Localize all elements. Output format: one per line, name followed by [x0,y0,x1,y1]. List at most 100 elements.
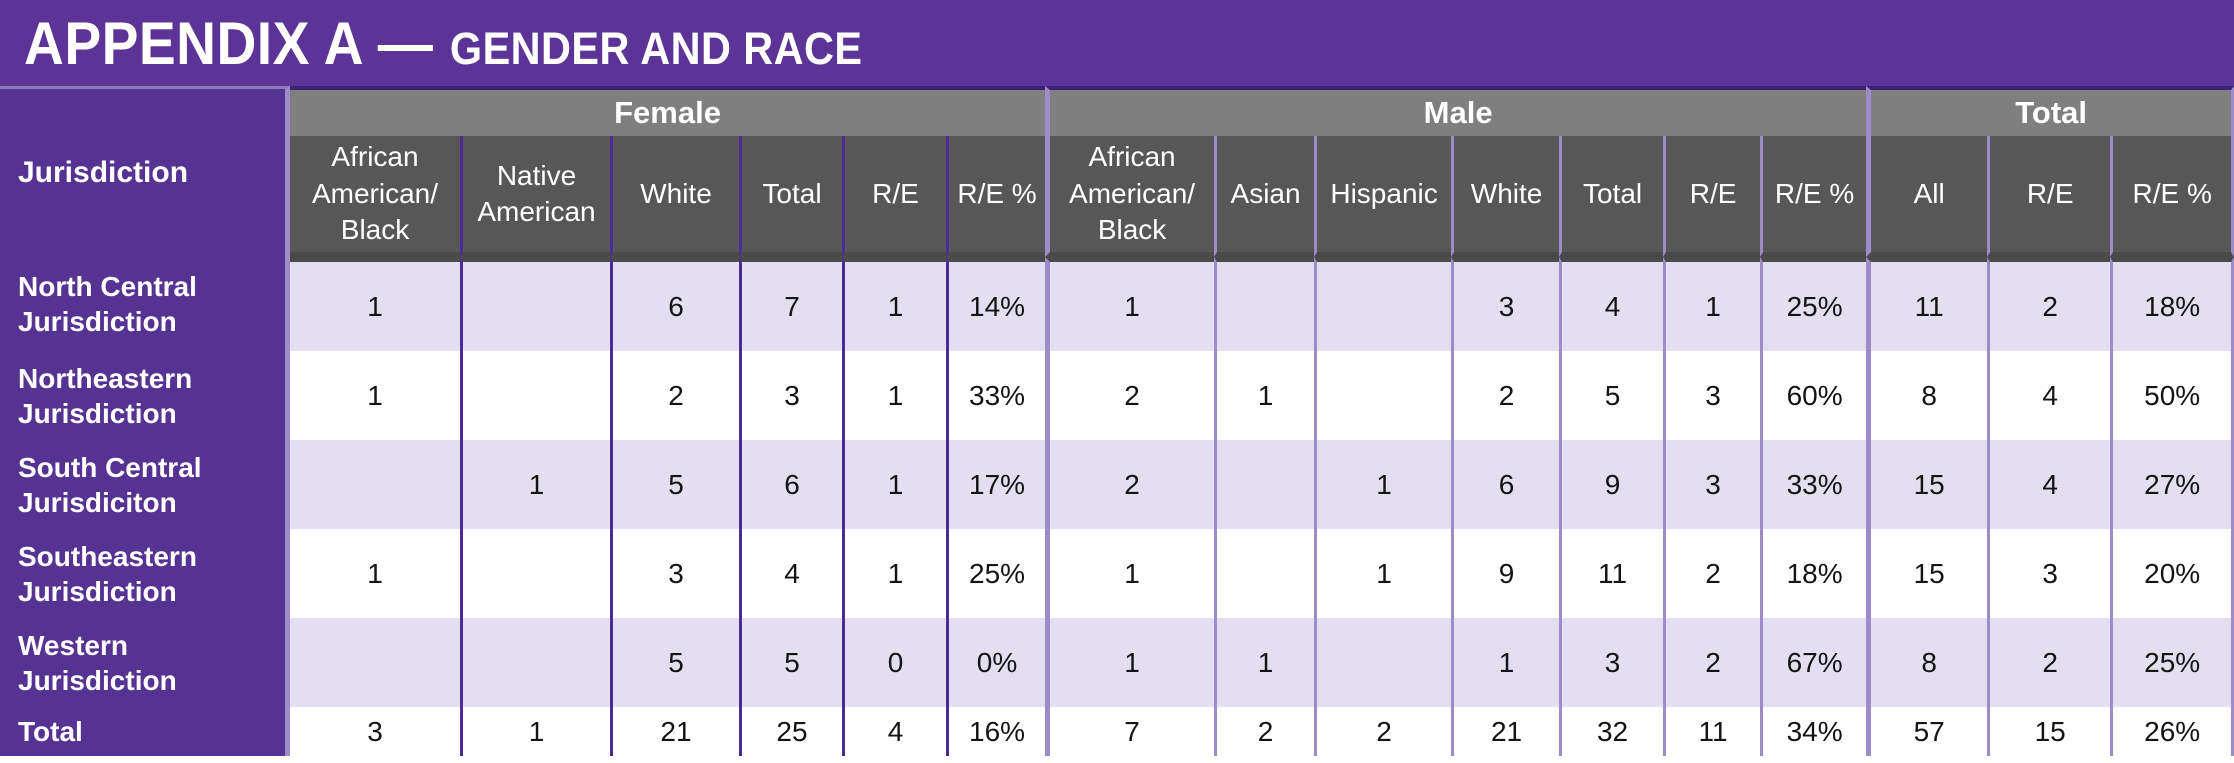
table-row: Northeastern Jurisdiction 1 2 3 1 33% 2 … [0,351,2234,440]
jurisdiction-cell: Western Jurisdiction [0,618,290,707]
value-cell: 3 [290,707,460,756]
value-cell [1314,618,1452,707]
col-male-total: Total [1559,136,1664,257]
col-male-hispanic: Hispanic [1314,136,1452,257]
col-total-all: All [1866,136,1988,257]
value-cell: 5 [610,618,739,707]
value-cell: 9 [1451,529,1560,618]
value-cell: 3 [1451,257,1560,351]
value-cell: 11 [1866,257,1988,351]
col-female-african-american-black: African American/ Black [290,136,460,257]
value-cell: 18% [1760,529,1867,618]
title-bar: APPENDIX A — GENDER AND RACE [0,0,2234,86]
value-cell: 6 [1451,440,1560,529]
value-cell: 3 [1559,618,1664,707]
table-row: South Central Jurisdiciton 1 5 6 1 17% 2… [0,440,2234,529]
value-cell: 67% [1760,618,1867,707]
column-group-total: Total [1866,86,2234,136]
value-cell: 8 [1866,351,1988,440]
value-cell: 7 [1045,707,1215,756]
page-title: APPENDIX A — [24,9,434,77]
value-cell: 17% [946,440,1046,529]
value-cell: 16% [946,707,1046,756]
col-male-re: R/E [1663,136,1761,257]
column-group-female: Female [290,86,1046,136]
value-cell: 0 [842,618,946,707]
col-male-asian: Asian [1214,136,1315,257]
jurisdiction-column-header: Jurisdiction [0,86,290,257]
col-female-total: Total [739,136,842,257]
value-cell: 21 [1451,707,1560,756]
col-male-re-pct: R/E % [1760,136,1867,257]
col-total-re-pct: R/E % [2110,136,2234,257]
group-header-row: Jurisdiction Female Male Total [0,86,2234,257]
jurisdiction-cell: Total [0,707,290,756]
table-row: Western Jurisdiction 5 5 0 0% 1 1 1 3 2 … [0,618,2234,707]
value-cell: 2 [1045,351,1215,440]
value-cell: 27% [2110,440,2234,529]
value-cell: 3 [610,529,739,618]
value-cell [1214,529,1315,618]
value-cell: 9 [1559,440,1664,529]
value-cell: 4 [1987,351,2111,440]
value-cell: 60% [1760,351,1867,440]
value-cell: 1 [290,351,460,440]
value-cell: 1 [1451,618,1560,707]
value-cell: 11 [1663,707,1761,756]
value-cell: 3 [1987,529,2111,618]
value-cell: 25 [739,707,842,756]
value-cell: 25% [1760,257,1867,351]
col-male-white: White [1451,136,1560,257]
value-cell [1314,257,1452,351]
value-cell: 50% [2110,351,2234,440]
value-cell: 1 [842,351,946,440]
value-cell: 4 [842,707,946,756]
col-total-re: R/E [1987,136,2111,257]
value-cell: 4 [1559,257,1664,351]
value-cell: 0% [946,618,1046,707]
value-cell: 1 [290,529,460,618]
value-cell: 2 [1663,529,1761,618]
jurisdiction-cell: South Central Jurisdiciton [0,440,290,529]
value-cell: 18% [2110,257,2234,351]
value-cell: 1 [1214,351,1315,440]
value-cell: 1 [1663,257,1761,351]
value-cell: 1 [1214,618,1315,707]
value-cell: 5 [739,618,842,707]
value-cell: 2 [1045,440,1215,529]
value-cell [460,529,610,618]
value-cell: 4 [739,529,842,618]
value-cell [290,618,460,707]
value-cell: 1 [842,257,946,351]
column-group-male: Male [1045,86,1867,136]
value-cell: 1 [1314,529,1452,618]
value-cell: 1 [842,440,946,529]
value-cell: 20% [2110,529,2234,618]
value-cell: 2 [1987,257,2111,351]
jurisdiction-cell: Southeastern Jurisdiction [0,529,290,618]
value-cell: 15 [1987,707,2111,756]
value-cell: 32 [1559,707,1664,756]
page-title-line: APPENDIX A — GENDER AND RACE [24,9,862,78]
value-cell: 57 [1866,707,1988,756]
col-female-re-pct: R/E % [946,136,1046,257]
value-cell: 1 [460,707,610,756]
value-cell: 14% [946,257,1046,351]
value-cell: 25% [946,529,1046,618]
value-cell [1214,440,1315,529]
gender-race-table: Jurisdiction Female Male Total African A… [0,86,2234,756]
table-row: Southeastern Jurisdiction 1 3 4 1 25% 1 … [0,529,2234,618]
value-cell: 1 [842,529,946,618]
jurisdiction-cell: Northeastern Jurisdiction [0,351,290,440]
value-cell: 2 [1663,618,1761,707]
value-cell: 1 [1045,257,1215,351]
value-cell: 21 [610,707,739,756]
value-cell: 2 [1314,707,1452,756]
page-subtitle: GENDER AND RACE [449,22,863,74]
value-cell: 11 [1559,529,1664,618]
value-cell: 15 [1866,529,1988,618]
jurisdiction-cell: North Central Jurisdiction [0,257,290,351]
value-cell: 3 [1663,440,1761,529]
value-cell: 34% [1760,707,1867,756]
